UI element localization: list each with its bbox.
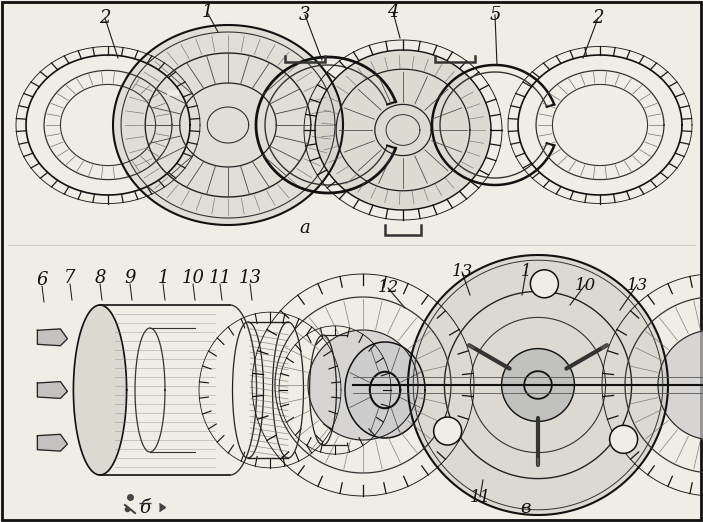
- Polygon shape: [658, 330, 703, 440]
- Circle shape: [610, 425, 638, 453]
- Polygon shape: [37, 382, 67, 398]
- Polygon shape: [37, 329, 67, 346]
- Circle shape: [434, 417, 462, 445]
- Text: 10: 10: [574, 277, 595, 293]
- Text: 7: 7: [64, 269, 76, 287]
- Polygon shape: [113, 25, 343, 225]
- Text: 11: 11: [470, 489, 491, 505]
- Polygon shape: [308, 330, 418, 440]
- Text: 13: 13: [238, 269, 262, 287]
- Text: 3: 3: [299, 6, 311, 24]
- Text: 4: 4: [387, 3, 399, 21]
- Polygon shape: [315, 50, 491, 210]
- Text: 8: 8: [94, 269, 105, 287]
- Text: 13: 13: [626, 277, 647, 293]
- Text: 1: 1: [521, 264, 531, 280]
- Text: 11: 11: [209, 269, 231, 287]
- Polygon shape: [73, 305, 127, 475]
- Text: 1: 1: [201, 3, 213, 21]
- Text: б: б: [139, 499, 150, 517]
- Text: 2: 2: [592, 9, 604, 27]
- Text: 10: 10: [181, 269, 205, 287]
- Polygon shape: [37, 434, 67, 451]
- Circle shape: [530, 270, 558, 298]
- Text: 1: 1: [157, 269, 169, 287]
- Text: 12: 12: [378, 279, 399, 296]
- Text: а: а: [299, 219, 311, 237]
- Text: 5: 5: [489, 6, 501, 24]
- Text: 2: 2: [99, 9, 111, 27]
- Text: 13: 13: [451, 264, 472, 280]
- Polygon shape: [502, 349, 574, 421]
- Polygon shape: [408, 255, 668, 515]
- Polygon shape: [345, 342, 425, 438]
- Text: 9: 9: [124, 269, 136, 287]
- Text: в: в: [520, 499, 530, 517]
- Text: 6: 6: [37, 271, 48, 289]
